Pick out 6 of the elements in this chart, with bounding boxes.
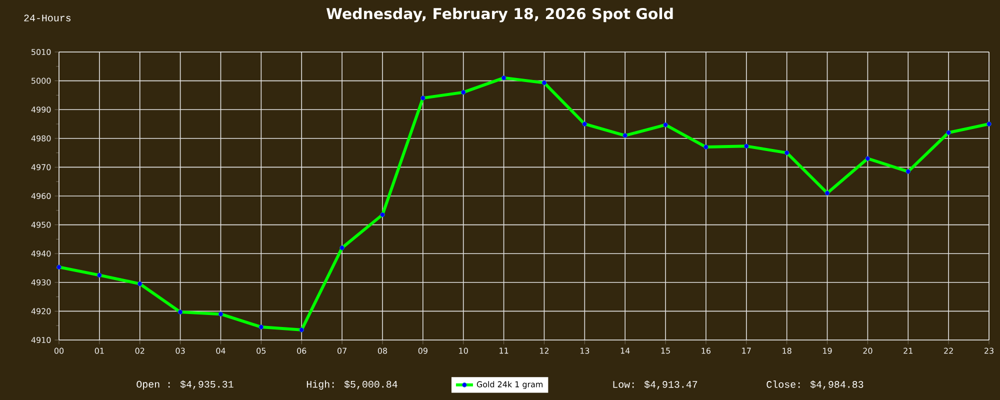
text: High: $5,000.84	[306, 380, 398, 390]
text: Open : $4,935.31	[136, 380, 234, 390]
text: 24-Hours	[24, 14, 71, 22]
text: Low: $4,913.47	[613, 380, 698, 390]
chart-title: Wednesday, February 18, 2026 Spot Gold	[326, 8, 673, 22]
text: Close: $4,984.83	[766, 380, 864, 390]
